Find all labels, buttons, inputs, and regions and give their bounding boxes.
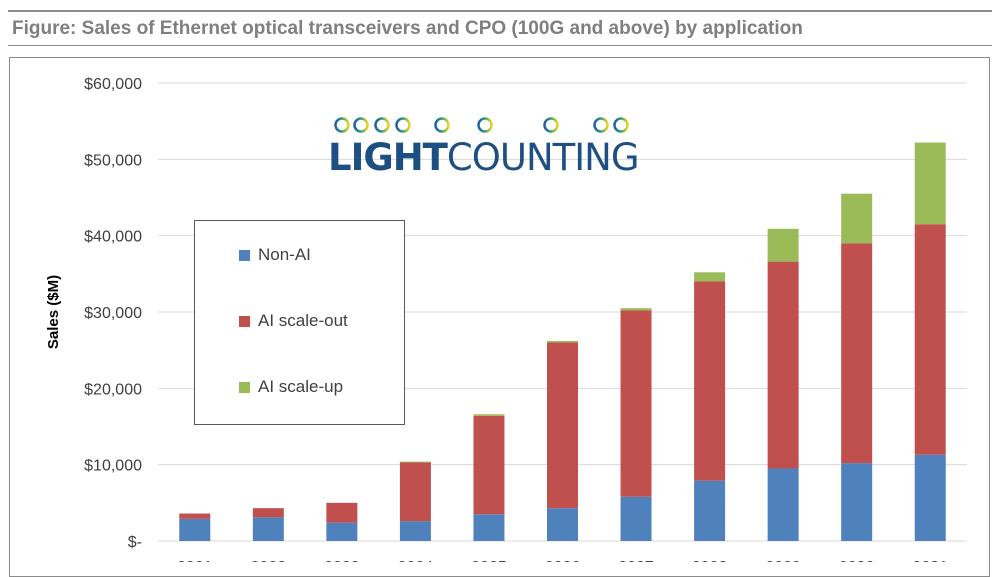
legend-swatch-ai-scale-out [239,315,250,327]
y-tick-label: $- [128,534,142,551]
bar-ai-scale-up-2026 [547,341,578,343]
bar-ai-scale-up-2027 [620,308,652,311]
bar-ai-scale-out-2029 [767,261,799,469]
bar-non-ai-2029 [767,468,799,541]
x-tick-label: 2029 [765,559,801,562]
legend-swatch-ai-scale-up [239,381,250,393]
bar-ai-scale-up-2030 [841,193,873,244]
x-tick-label: 2024 [398,559,434,562]
bar-non-ai-2022 [252,517,284,541]
x-tick-label: 2022 [251,559,287,562]
bar-ai-scale-out-2025 [473,415,505,515]
legend-swatch-non-ai [239,249,250,261]
bar-ai-scale-out-2028 [694,281,726,481]
bar-non-ai-2024 [399,521,431,541]
x-tick-label: 2031 [912,559,948,562]
legend-label-non-ai: Non-AI [258,245,311,264]
bar-ai-scale-out-2031 [914,224,946,455]
figure-title-bar: Figure: Sales of Ethernet optical transc… [8,10,992,46]
bar-non-ai-2031 [914,454,946,541]
x-tick-label: 2028 [692,559,728,562]
x-tick-label: 2025 [471,559,507,562]
bar-non-ai-2027 [620,496,652,541]
y-tick-label: $60,000 [84,76,142,93]
y-tick-label: $50,000 [84,152,142,169]
y-tick-label: $30,000 [84,305,142,322]
bar-ai-scale-up-2029 [767,228,799,262]
y-axis-label: Sales ($M) [45,275,62,349]
x-tick-label: 2021 [177,559,213,562]
logo-wordmark: LIGHTCOUNTING [328,136,640,179]
bar-ai-scale-out-2021 [179,513,211,519]
bar-non-ai-2026 [547,508,578,541]
bar-non-ai-2030 [841,463,873,541]
figure-title: Figure: Sales of Ethernet optical transc… [12,18,803,39]
bar-ai-scale-out-2027 [620,310,652,497]
bar-non-ai-2028 [694,480,726,541]
logo-beads-icon [316,117,640,133]
legend-label-ai-scale-up: AI scale-up [258,377,344,396]
legend-item-ai-scale-up: AI scale-up [239,377,343,397]
bar-ai-scale-out-2023 [326,502,358,523]
legend-item-ai-scale-out: AI scale-out [239,311,348,331]
y-tick-label: $20,000 [84,381,142,398]
chart-legend: Non-AI AI scale-out AI scale-up [194,220,405,425]
stacked-bar-chart: $- $10,000 $20,000 $30,000 $40,000 $50,000 $60… [45,76,967,562]
legend-item-non-ai: Non-AI [239,245,311,265]
y-tick-label: $10,000 [84,458,142,475]
bar-non-ai-2023 [326,522,358,541]
bar-ai-scale-out-2022 [252,508,284,518]
legend-label-ai-scale-out: AI scale-out [258,311,348,330]
bar-non-ai-2025 [473,514,505,541]
x-tick-label: 2023 [324,559,360,562]
x-tick-label: 2026 [545,559,581,562]
bar-ai-scale-up-2028 [694,272,726,282]
bar-non-ai-2021 [179,518,211,541]
lightcounting-logo: LIGHTCOUNTING [310,112,645,182]
bar-ai-scale-up-2031 [914,142,946,225]
bar-ai-scale-out-2026 [547,342,578,509]
x-tick-label: 2030 [839,559,875,562]
y-tick-label: $40,000 [84,229,142,246]
bar-ai-scale-out-2030 [841,243,873,464]
bar-ai-scale-out-2024 [399,462,431,522]
x-tick-label: 2027 [618,559,654,562]
bar-ai-scale-up-2025 [473,414,505,416]
bar-ai-scale-up-2024 [399,461,431,463]
